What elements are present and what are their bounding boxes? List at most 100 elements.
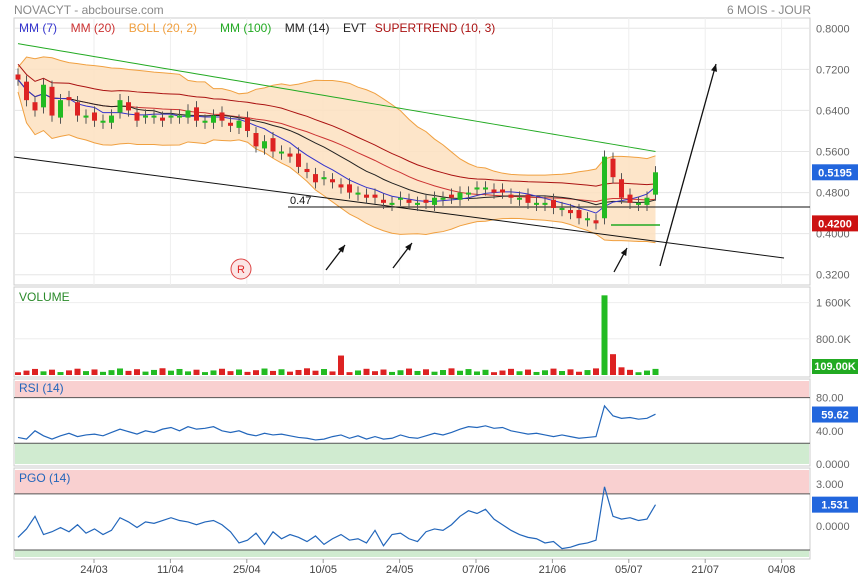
volume-bar bbox=[117, 368, 123, 375]
volume-last-value: 109.00K bbox=[814, 361, 856, 373]
volume-panel-frame bbox=[13, 286, 811, 378]
volume-bar bbox=[159, 368, 166, 375]
volume-bar bbox=[244, 371, 251, 375]
candle-body bbox=[559, 207, 565, 211]
candle-body bbox=[466, 192, 471, 195]
candle-body bbox=[24, 81, 29, 101]
candle-body bbox=[347, 184, 352, 193]
candle-body bbox=[610, 158, 616, 178]
pgo-panel: 3.000 0.0000 1.531 PGO (14) bbox=[13, 467, 858, 560]
legend-item: MM (100) bbox=[220, 21, 271, 35]
candle-body bbox=[602, 156, 607, 219]
candle-body bbox=[304, 168, 310, 173]
volume-bar bbox=[219, 368, 225, 375]
legend-item: BOLL (20, 2) bbox=[129, 21, 197, 35]
event-marker-label: R bbox=[237, 264, 245, 276]
volume-bar bbox=[202, 372, 208, 375]
candle-body bbox=[364, 194, 369, 198]
volume-bar bbox=[491, 372, 497, 375]
volume-bar bbox=[618, 367, 625, 375]
target-arrow bbox=[659, 63, 717, 267]
x-tick-label: 10/05 bbox=[309, 564, 337, 576]
volume-bar bbox=[516, 371, 523, 375]
candle-body bbox=[202, 120, 208, 123]
rsi-last-badge bbox=[812, 406, 858, 423]
candle-body bbox=[627, 194, 633, 203]
candle-body bbox=[338, 184, 344, 188]
candle-body bbox=[440, 197, 446, 200]
mm100-line bbox=[17, 43, 656, 152]
candle-body bbox=[287, 153, 293, 157]
candle-body bbox=[75, 102, 80, 116]
candle-body bbox=[321, 177, 327, 180]
candle-body bbox=[525, 194, 531, 203]
volume-bar bbox=[559, 371, 565, 375]
price-tick-label: 0.3200 bbox=[816, 270, 850, 282]
candle-body bbox=[83, 115, 89, 118]
volume-bar bbox=[355, 370, 361, 375]
candle-body bbox=[381, 199, 386, 203]
volume-bar bbox=[440, 370, 446, 375]
volume-bar bbox=[168, 370, 174, 375]
rsi-tick-label: 0.0000 bbox=[816, 459, 850, 471]
volume-bar bbox=[185, 371, 191, 375]
volume-bar bbox=[278, 369, 285, 375]
volume-bar bbox=[210, 370, 217, 375]
price-tick-label: 0.5600 bbox=[816, 147, 850, 159]
volume-bar bbox=[601, 295, 608, 375]
volume-bar bbox=[499, 370, 506, 375]
volume-bar bbox=[465, 369, 472, 375]
candle-body bbox=[92, 112, 97, 121]
volume-bar bbox=[74, 368, 81, 375]
candle-body bbox=[644, 197, 650, 205]
signal-arrow-head bbox=[405, 243, 412, 251]
candle-body bbox=[296, 153, 301, 167]
candle-body bbox=[551, 199, 556, 208]
price-tick-label: 0.4000 bbox=[816, 229, 850, 241]
volume-bar bbox=[176, 368, 183, 375]
period-label[interactable]: 6 MOIS - JOUR bbox=[727, 3, 811, 17]
volume-bar bbox=[550, 368, 557, 375]
mm7-line bbox=[17, 79, 656, 214]
volume-bar bbox=[23, 370, 30, 375]
x-tick-label: 21/06 bbox=[539, 564, 567, 576]
volume-bar bbox=[482, 369, 489, 375]
candle-body bbox=[313, 174, 318, 183]
volume-bar bbox=[474, 371, 480, 375]
volume-bar bbox=[125, 370, 132, 375]
volume-bar bbox=[652, 368, 659, 375]
volume-bar bbox=[525, 369, 531, 375]
candle-body bbox=[330, 179, 335, 183]
candle-body bbox=[389, 202, 395, 205]
candle-body bbox=[117, 100, 123, 113]
volume-bar bbox=[57, 372, 64, 375]
volume-label: VOLUME bbox=[19, 290, 70, 304]
candle-body bbox=[134, 112, 140, 121]
candle-body bbox=[517, 197, 522, 200]
volume-bar bbox=[193, 369, 200, 375]
volume-last-badge bbox=[812, 359, 858, 374]
candle-body bbox=[194, 107, 199, 121]
candle-body bbox=[636, 202, 641, 205]
volume-bar bbox=[236, 369, 242, 375]
candle-body bbox=[653, 172, 658, 195]
x-tick-label: 05/07 bbox=[615, 564, 643, 576]
volume-bar bbox=[423, 369, 429, 375]
volume-bar bbox=[567, 369, 574, 375]
candle-body bbox=[262, 141, 267, 149]
pgo-tick-label: 3.000 bbox=[816, 479, 844, 491]
rsi-tick-label: 80.00 bbox=[816, 393, 844, 405]
volume-bar bbox=[40, 371, 47, 375]
x-tick-label: 21/07 bbox=[691, 564, 719, 576]
volume-bar bbox=[533, 371, 540, 375]
x-axis: 24/03 11/04 25/04 10/05 24/05 07/06 21/06 05/07… bbox=[80, 559, 795, 576]
candle-body bbox=[593, 220, 599, 224]
candle-body bbox=[500, 189, 505, 193]
volume-bar bbox=[457, 370, 463, 375]
volume-bar bbox=[91, 369, 98, 375]
bollinger-upper bbox=[17, 56, 656, 176]
candle-body bbox=[143, 115, 148, 118]
candle-body bbox=[185, 110, 191, 118]
volume-bar bbox=[542, 370, 548, 375]
